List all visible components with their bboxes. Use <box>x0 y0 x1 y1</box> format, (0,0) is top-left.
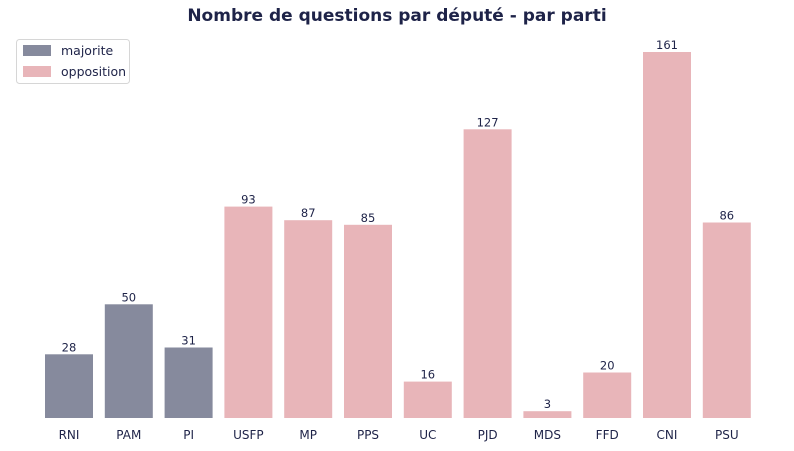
x-tick-label-usfp: USFP <box>233 428 264 442</box>
x-tick-label-pam: PAM <box>116 428 141 442</box>
x-tick-label-psu: PSU <box>715 428 739 442</box>
data-label-mds: 3 <box>544 397 551 411</box>
chart-title: Nombre de questions par député - par par… <box>187 6 607 26</box>
x-tick-label-cni: CNI <box>657 428 678 442</box>
bar-usfp <box>224 206 273 418</box>
x-tick-label-uc: UC <box>419 428 436 442</box>
data-label-usfp: 93 <box>241 193 256 207</box>
data-label-uc: 16 <box>420 368 435 382</box>
bar-ffd <box>583 372 632 418</box>
data-label-psu: 86 <box>719 209 734 223</box>
data-label-pi: 31 <box>181 334 196 348</box>
data-label-pps: 85 <box>361 211 376 225</box>
data-label-rni: 28 <box>62 340 77 354</box>
data-label-pam: 50 <box>121 290 136 304</box>
x-tick-label-pjd: PJD <box>478 428 498 442</box>
bar-psu <box>702 222 751 418</box>
data-label-pjd: 127 <box>477 115 499 129</box>
legend: majorite opposition <box>16 39 130 84</box>
bar-uc <box>403 381 452 418</box>
bar-pam <box>104 304 153 418</box>
x-tick-label-mp: MP <box>299 428 317 442</box>
bar-pps <box>344 224 392 418</box>
x-tick-label-pps: PPS <box>357 428 379 442</box>
x-tick-label-pi: PI <box>183 428 194 442</box>
bar-rni <box>45 354 93 418</box>
bar-pjd <box>463 129 512 419</box>
legend-label-opposition: opposition <box>61 64 126 79</box>
x-tick-label-rni: RNI <box>59 428 80 442</box>
data-label-ffd: 20 <box>600 359 615 373</box>
bar-cni <box>643 52 691 418</box>
bar-mds <box>523 411 572 418</box>
x-tick-label-mds: MDS <box>534 428 561 442</box>
data-label-mp: 87 <box>301 206 316 220</box>
x-tick-label-ffd: FFD <box>596 428 619 442</box>
bar-pi <box>164 347 213 418</box>
data-label-cni: 161 <box>656 38 678 52</box>
bar-mp <box>284 220 333 418</box>
legend-swatch-opposition <box>23 66 51 77</box>
legend-swatch-majorite <box>23 45 51 56</box>
legend-label-majorite: majorite <box>61 43 113 58</box>
